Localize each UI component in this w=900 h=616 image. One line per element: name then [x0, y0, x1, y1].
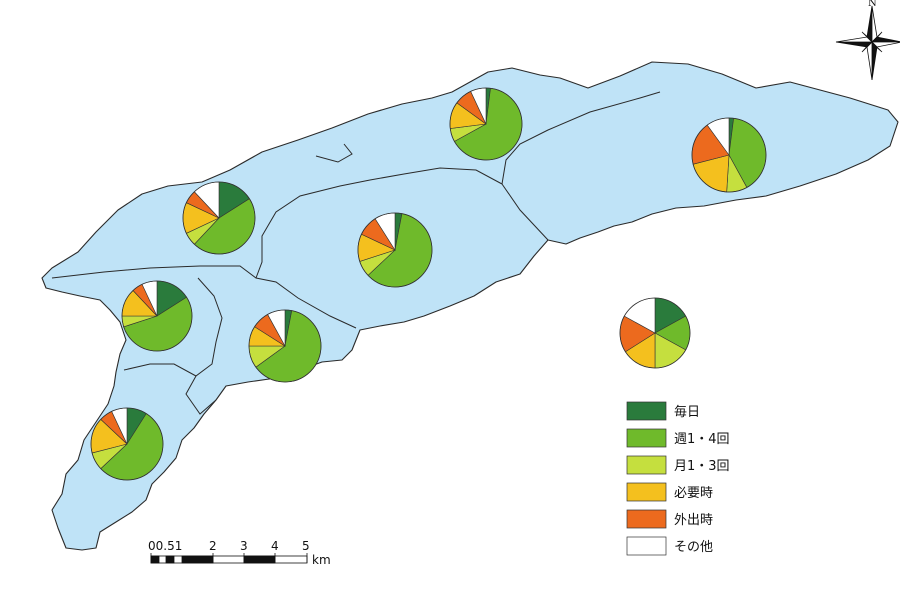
pie-outline-northwest — [182, 181, 256, 255]
boundary-f — [185, 277, 223, 415]
pie-total — [619, 297, 691, 369]
boundary-g — [123, 363, 197, 377]
scale-tick-4: 4 — [271, 539, 279, 553]
pie-layer — [90, 87, 767, 481]
scale-tick-5: 5 — [302, 539, 310, 553]
legend-item-outing: 外出時 — [626, 509, 713, 529]
pie-south — [248, 309, 322, 383]
legend-swatch-asneeded — [626, 482, 667, 502]
legend-swatch-daily — [626, 401, 667, 421]
pie-northwest — [182, 181, 256, 255]
north-arrow: N — [835, 0, 900, 81]
pie-southwest — [90, 407, 164, 481]
legend-swatch-monthly — [626, 455, 667, 475]
boundary-c — [501, 91, 661, 185]
landmass — [41, 61, 899, 551]
pie-west — [121, 280, 193, 352]
boundary-e — [51, 265, 357, 329]
pie-northeast-1 — [691, 117, 767, 193]
legend-item-monthly: 月1・3回 — [626, 455, 730, 475]
peninsula-outline — [41, 61, 899, 551]
scale-unit: km — [312, 553, 331, 567]
legend-label-asneeded: 必要時 — [674, 486, 713, 501]
pie-north-1 — [449, 87, 523, 161]
north-label: N — [868, 0, 877, 9]
boundary-a — [501, 183, 549, 241]
legend-label-outing: 外出時 — [674, 513, 713, 528]
legend-swatch-weekly — [626, 428, 667, 448]
legend-item-asneeded: 必要時 — [626, 482, 713, 502]
legend: 毎日 週1・4回 月1・3回 必要時 外出時 その他 — [626, 401, 730, 556]
boundary-d — [315, 143, 353, 163]
scale-tick-3: 3 — [240, 539, 248, 553]
pie-outline-north-1 — [449, 87, 523, 161]
legend-item-other: その他 — [626, 536, 713, 556]
legend-label-daily: 毎日 — [674, 404, 700, 420]
legend-swatch-other — [626, 536, 667, 556]
region-boundaries — [51, 91, 661, 415]
boundary-b — [255, 167, 503, 279]
scale-bar-graphic — [150, 553, 308, 564]
pie-central — [357, 212, 433, 288]
legend-label-monthly: 月1・3回 — [674, 459, 730, 474]
legend-label-weekly: 週1・4回 — [674, 432, 730, 447]
scale-bar: 00.51 2 3 4 5 km — [148, 539, 331, 567]
pie-outline-northeast-1 — [691, 117, 767, 193]
legend-swatch-outing — [626, 509, 667, 529]
pie-outline-west — [121, 280, 193, 352]
scale-tick-0: 00.51 — [148, 539, 182, 553]
legend-item-weekly: 週1・4回 — [626, 428, 730, 448]
legend-item-daily: 毎日 — [626, 401, 700, 421]
scale-tick-2: 2 — [209, 539, 217, 553]
pie-outline-central — [357, 212, 433, 288]
legend-label-other: その他 — [674, 540, 713, 555]
pie-outline-south — [248, 309, 322, 383]
pie-outline-total — [619, 297, 691, 369]
pie-outline-southwest — [90, 407, 164, 481]
compass-rose-icon — [835, 5, 900, 81]
